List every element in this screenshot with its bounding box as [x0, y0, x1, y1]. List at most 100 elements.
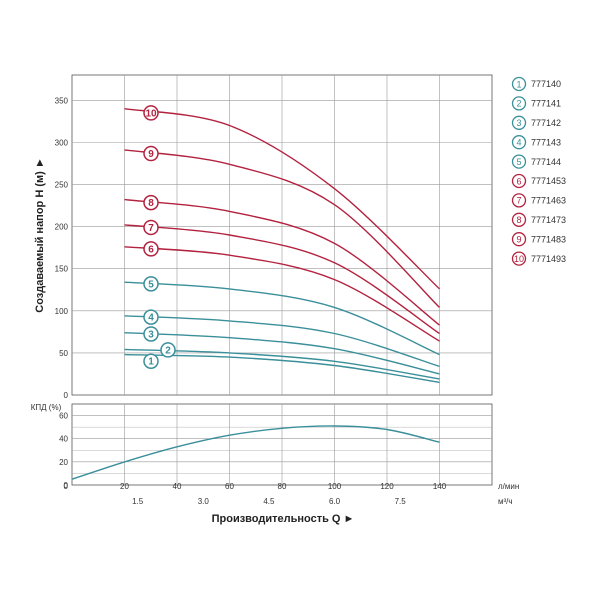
head-y-tick-label: 250: [55, 180, 69, 189]
legend-marker-circle: [511, 115, 527, 130]
legend-marker-circle: [511, 96, 527, 111]
head-y-tick-label: 150: [55, 265, 69, 274]
series-marker-8: 8: [143, 194, 159, 211]
series-marker-circle: [160, 342, 176, 358]
legend-marker-circle: [511, 135, 527, 150]
efficiency-chart: 0 20 40 60 КПД (%): [31, 403, 493, 490]
legend-marker-label: 2: [516, 99, 521, 109]
legend-marker-circle: [511, 76, 527, 92]
head-series-line-10: [124, 108, 440, 290]
series-marker-label: 4: [148, 313, 154, 324]
head-series-line-3: [124, 332, 440, 375]
x-axis-m3h-ticks: 1.5 3.0 4.5 6.0 7.5: [132, 497, 406, 506]
x-tick-lpm: 120: [380, 482, 394, 491]
legend-item: 1 777140: [511, 76, 561, 92]
legend-item: 5 777144: [511, 154, 561, 169]
legend-marker-label: 4: [516, 138, 521, 148]
legend-item: 8 7771473: [511, 212, 566, 227]
legend-marker-circle: [511, 251, 527, 266]
series-marker-label: 7: [148, 223, 154, 234]
legend-item: 2 777141: [511, 96, 561, 111]
series-marker-label: 5: [148, 279, 154, 290]
legend: 1 777140 2 777141 3 777142 4 777143 5 777144 6 7771…: [511, 76, 566, 266]
legend-marker-label: 6: [516, 176, 521, 186]
legend-marker-label: 7: [516, 196, 521, 206]
head-series-line-5: [124, 281, 440, 356]
x-tick-lpm: 60: [225, 482, 234, 491]
head-series-line-4: [124, 315, 440, 368]
x-tick-lpm: 20: [120, 482, 129, 491]
head-y-tick-label: 50: [59, 349, 68, 358]
head-series-line-7: [124, 224, 440, 335]
x-tick-lpm: 40: [173, 482, 182, 491]
efficiency-y-tick-label: 60: [59, 412, 68, 421]
head-chart-grid: [72, 75, 492, 395]
legend-item: 10 7771493: [511, 251, 566, 266]
series-marker-circle: [143, 219, 159, 236]
legend-marker-circle: [511, 173, 527, 189]
x-tick-lpm: 140: [433, 482, 447, 491]
legend-marker-label: 8: [516, 215, 521, 225]
series-marker-label: 9: [148, 149, 154, 160]
head-series-line-8: [124, 198, 440, 326]
legend-label: 7771463: [531, 196, 566, 206]
legend-marker-circle: [511, 232, 527, 247]
x-tick-m3h: 7.5: [395, 497, 407, 506]
series-marker-label: 8: [148, 198, 154, 209]
legend-marker-label: 5: [516, 157, 521, 167]
x-tick-lpm: 80: [278, 482, 287, 491]
x-axis-lpm-unit: л/мин: [498, 482, 519, 491]
series-marker-circle: [143, 309, 159, 325]
legend-marker-label: 1: [516, 79, 521, 89]
head-y-tick-label: 100: [55, 307, 69, 316]
x-axis-m3h-unit: м³/ч: [498, 497, 513, 506]
head-y-tick-label: 300: [55, 138, 69, 147]
series-marker-2: 2: [160, 342, 176, 358]
legend-marker-label: 3: [516, 118, 521, 128]
series-marker-10: 10: [143, 105, 159, 121]
series-marker-circle: [143, 194, 159, 211]
efficiency-y-tick-label: 0: [64, 481, 69, 490]
efficiency-series-line: [71, 425, 440, 480]
legend-item: 9 7771483: [511, 232, 566, 247]
x-axis-lpm-ticks: 0 20 40 60 80 100 120 140: [64, 482, 447, 491]
legend-item: 3 777142: [511, 115, 561, 130]
series-marker-circle: [143, 326, 159, 342]
legend-label: 7771453: [531, 176, 566, 186]
x-tick-m3h: 3.0: [198, 497, 210, 506]
legend-item: 6 7771453: [511, 173, 566, 189]
x-tick-lpm: 100: [328, 482, 342, 491]
series-marker-circle: [143, 353, 159, 369]
series-marker-label: 10: [145, 108, 157, 119]
head-series-line-9: [124, 149, 440, 308]
legend-label: 7771473: [531, 215, 566, 225]
series-marker-label: 1: [148, 357, 154, 368]
series-marker-3: 3: [143, 326, 159, 342]
series-marker-5: 5: [143, 276, 159, 292]
head-chart-y-ticks: 0 50 100 150 200 250 300 350: [55, 96, 69, 400]
x-tick-m3h: 6.0: [329, 497, 341, 506]
legend-item: 7 7771463: [511, 193, 566, 208]
series-marker-9: 9: [143, 145, 159, 162]
legend-marker-label: 10: [514, 254, 524, 264]
head-y-axis-title: Создаваемый напор H (м) ►: [34, 157, 46, 312]
series-marker-circle: [143, 145, 159, 162]
legend-label: 7771493: [531, 254, 566, 264]
legend-label: 777143: [531, 137, 561, 147]
efficiency-chart-grid: [72, 404, 492, 485]
head-chart-markers: 123 4 5 6 7 8 9 10: [143, 105, 176, 369]
x-tick-m3h: 1.5: [132, 497, 144, 506]
legend-label: 777142: [531, 118, 561, 128]
efficiency-chart-series: [71, 425, 440, 480]
legend-marker-label: 9: [516, 235, 521, 245]
series-marker-1: 1: [143, 353, 159, 369]
x-tick-m3h: 4.5: [263, 497, 275, 506]
series-marker-circle: [143, 241, 159, 257]
series-marker-7: 7: [143, 219, 159, 236]
efficiency-y-tick-label: 20: [59, 458, 68, 467]
series-marker-circle: [143, 105, 159, 121]
series-marker-4: 4: [143, 309, 159, 325]
head-series-line-6: [124, 246, 440, 342]
series-marker-label: 3: [148, 329, 154, 340]
